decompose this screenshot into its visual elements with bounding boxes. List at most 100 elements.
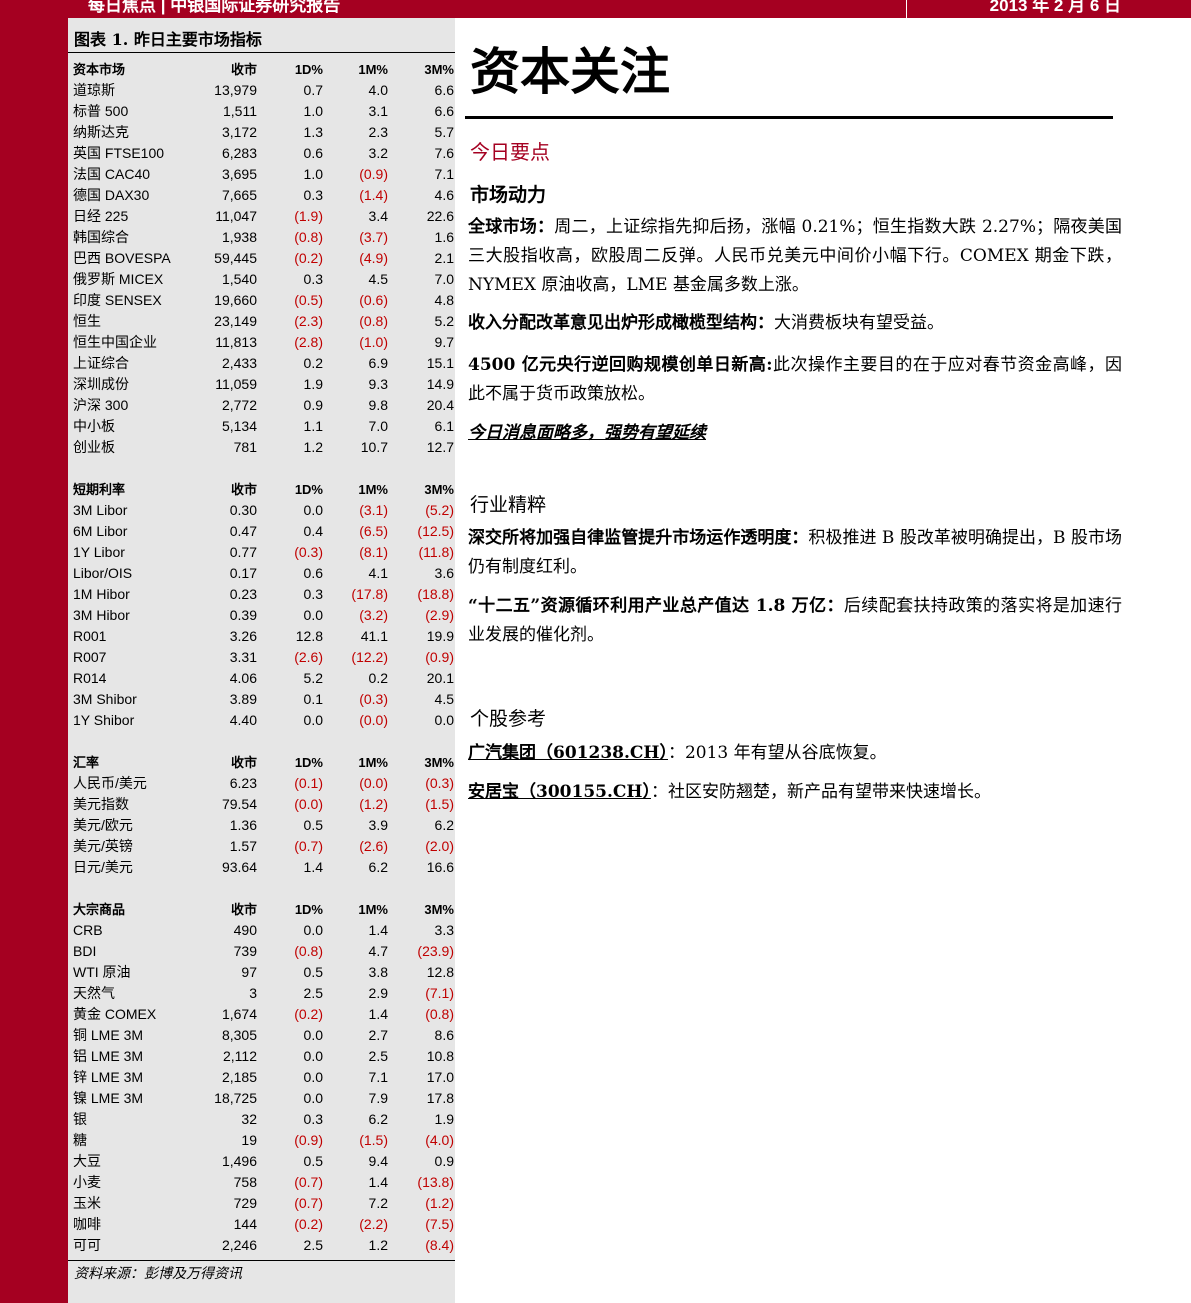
value-cell: 0.0 [303, 1048, 323, 1064]
name-cell: 3M Hibor [73, 607, 130, 623]
table-row: 印度 SENSEX 19,660 (0.5) (0.6) 4.8 [68, 290, 455, 311]
value-cell: 4.8 [434, 292, 454, 308]
value-cell: 0.0 [303, 712, 323, 728]
value-cell: 32 [241, 1111, 257, 1127]
header-cell: 1D% [294, 755, 323, 770]
value-cell: 3.4 [368, 208, 388, 224]
value-cell: 6.1 [434, 418, 454, 434]
value-cell: 3,172 [221, 124, 257, 140]
value-cell: 11,059 [215, 376, 257, 392]
market-table: 图表 1. 昨日主要市场指标 资料来源：彭博及万得资讯 资本市场 收市 1D% 1M%… [68, 18, 455, 1303]
value-cell: 5.2 [303, 670, 323, 686]
value-cell: 781 [233, 439, 257, 455]
table-title: 图表 1. 昨日主要市场指标 [74, 30, 262, 49]
value-cell: 12.8 [426, 964, 454, 980]
header-cell: 资本市场 [73, 62, 126, 77]
value-cell: 6.2 [368, 1111, 388, 1127]
name-cell: 3M Libor [73, 502, 128, 518]
value-cell: (13.8) [417, 1174, 454, 1190]
value-cell: 2,112 [223, 1048, 257, 1064]
value-cell: (17.8) [351, 586, 388, 602]
value-cell: 758 [233, 1174, 257, 1190]
table-row: 韩国综合 1,938 (0.8) (3.7) 1.6 [68, 227, 455, 248]
value-cell: 1,511 [223, 103, 257, 119]
value-cell: (8.4) [425, 1237, 454, 1253]
name-cell: 纳斯达克 [73, 124, 129, 140]
value-cell: 0.3 [303, 1111, 323, 1127]
name-cell: 3M Shibor [73, 691, 137, 707]
table-row: 3M Hibor 0.39 0.0 (3.2) (2.9) [68, 605, 455, 626]
value-cell: 3.2 [368, 145, 388, 161]
table-row: 糖 19 (0.9) (1.5) (4.0) [68, 1130, 455, 1151]
value-cell: 2,246 [221, 1237, 257, 1253]
value-cell: (0.2) [294, 1006, 323, 1022]
value-cell: 6.23 [229, 775, 257, 791]
value-cell: (0.5) [294, 292, 323, 308]
paragraph: 收入分配改革意见出炉形成橄榄型结构：大消费板块有望受益。 [468, 309, 1122, 338]
name-cell: 俄罗斯 MICEX [73, 271, 164, 287]
value-cell: (0.9) [359, 166, 388, 182]
value-cell: (1.9) [294, 208, 323, 224]
table-row: 小麦 758 (0.7) 1.4 (13.8) [68, 1172, 455, 1193]
value-cell: (2.8) [294, 334, 323, 350]
text: 积极推进 B 股改革被明确提出，B 股市场仍有制度红利。 [468, 528, 1122, 577]
value-cell: 6.6 [434, 103, 454, 119]
value-cell: (3.1) [359, 502, 388, 518]
lead: 全球市场： [468, 217, 555, 237]
value-cell: (0.8) [359, 313, 388, 329]
name-cell: 可可 [73, 1237, 101, 1253]
value-cell: 79.54 [221, 796, 257, 812]
table-row: 锌 LME 3M 2,185 0.0 7.1 17.0 [68, 1067, 455, 1088]
value-cell: 19,660 [214, 292, 257, 308]
value-cell: 93.64 [221, 859, 257, 875]
value-cell: 7.0 [434, 271, 454, 287]
value-cell: 1.4 [303, 859, 323, 875]
name-cell: 美元/欧元 [73, 817, 133, 833]
stock-link[interactable]: 安居宝（300155.CH） [468, 782, 651, 802]
value-cell: (0.7) [294, 1174, 323, 1190]
value-cell: 14.9 [426, 376, 454, 392]
stock-link[interactable]: 广汽集团（601238.CH） [468, 743, 668, 763]
name-cell: 创业板 [73, 439, 115, 455]
header-cell: 1M% [358, 755, 388, 770]
value-cell: 10.8 [426, 1048, 454, 1064]
table-row: 恒生中国企业 11,813 (2.8) (1.0) 9.7 [68, 332, 455, 353]
value-cell: (1.4) [359, 187, 388, 203]
value-cell: 0.1 [303, 691, 323, 707]
name-cell: 沪深 300 [73, 397, 129, 413]
table-row: 1Y Shibor 4.40 0.0 (0.0) 0.0 [68, 710, 455, 731]
text: ：2013 年有望从谷底恢复。 [667, 743, 887, 763]
value-cell: 0.5 [303, 817, 323, 833]
value-cell: 1.3 [303, 124, 323, 140]
value-cell: 2,433 [221, 355, 257, 371]
value-cell: (12.5) [417, 523, 454, 539]
table-row: 德国 DAX30 7,665 0.3 (1.4) 4.6 [68, 185, 455, 206]
value-cell: 0.0 [303, 922, 323, 938]
header-cell: 收市 [230, 902, 257, 917]
value-cell: 5,134 [221, 418, 257, 434]
value-cell: 10.7 [360, 439, 388, 455]
value-cell: 0.0 [303, 1069, 323, 1085]
value-cell: 15.1 [426, 355, 454, 371]
value-cell: 1,674 [221, 1006, 257, 1022]
lead: 4500 亿元央行逆回购规模创单日新高: [468, 355, 773, 375]
value-cell: 144 [233, 1216, 257, 1232]
table-row: CRB 490 0.0 1.4 3.3 [68, 920, 455, 941]
value-cell: (6.5) [359, 523, 388, 539]
value-cell: 0.3 [303, 271, 323, 287]
value-cell: 2.5 [303, 1237, 323, 1253]
value-cell: 0.7 [303, 82, 323, 98]
name-cell: 黄金 COMEX [73, 1006, 157, 1022]
name-cell: Libor/OIS [73, 565, 133, 581]
header-cell: 收市 [230, 755, 257, 770]
rule [68, 1260, 455, 1261]
name-cell: 日元/美元 [73, 859, 133, 875]
rule [68, 52, 455, 53]
name-cell: WTI 原油 [73, 964, 131, 980]
link[interactable]: 今日消息面略多，强势有望延续 [468, 423, 706, 443]
value-cell: 4.7 [368, 943, 388, 959]
value-cell: 97 [241, 964, 257, 980]
name-cell: 1M Hibor [73, 586, 130, 602]
value-cell: (2.6) [359, 838, 388, 854]
name-cell: 标普 500 [73, 103, 129, 119]
